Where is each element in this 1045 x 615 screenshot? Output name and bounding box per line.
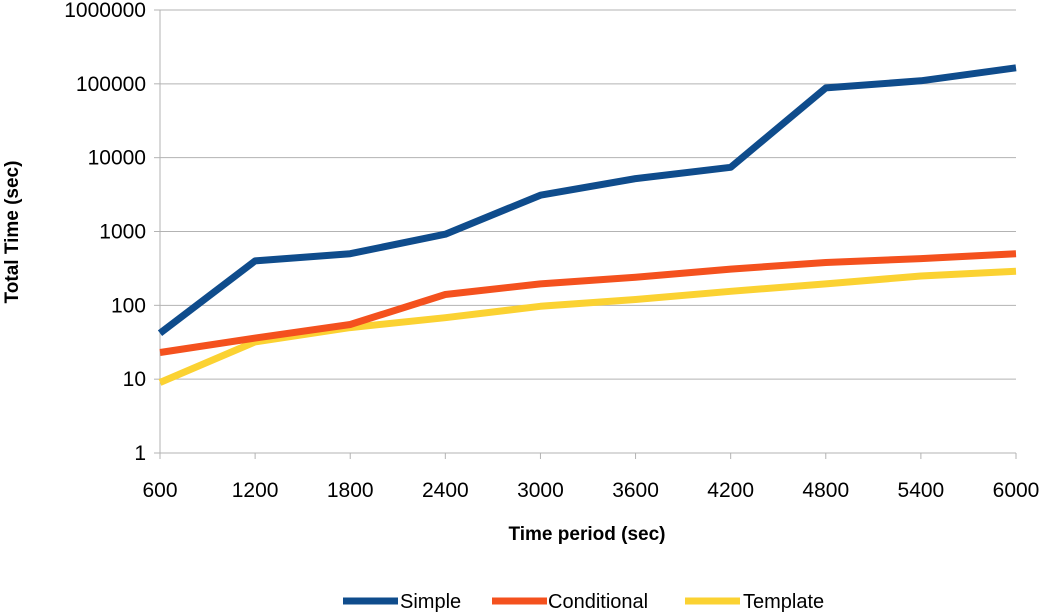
y-tick-label: 100000 <box>76 73 146 96</box>
legend-item-simple: Simple <box>343 591 461 613</box>
y-axis-title: Total Time (sec) <box>2 161 23 304</box>
legend-label: Simple <box>400 591 461 613</box>
y-tick-label: 10 <box>123 368 146 391</box>
series-lines <box>157 64 1017 386</box>
y-tick-label: 1000 <box>99 221 146 244</box>
x-tick-labels: 600 1200 1800 2400 3000 3600 4200 4800 5400 6000 <box>142 479 1039 502</box>
x-tick-label: 3000 <box>517 479 564 502</box>
y-tick-label: 1 <box>134 442 146 465</box>
legend-item-template: Template <box>685 591 824 613</box>
x-tick-label: 4200 <box>707 479 754 502</box>
y-tick-label: 1000000 <box>64 0 146 22</box>
x-tick-label: 2400 <box>422 479 469 502</box>
x-tick-label: 4800 <box>802 479 849 502</box>
series-line-template <box>158 267 1017 386</box>
x-tick-label: 3600 <box>612 479 659 502</box>
series-line-simple <box>157 64 1017 336</box>
legend-item-conditional: Conditional <box>492 591 648 613</box>
gridlines <box>160 9 1016 454</box>
legend-label: Template <box>743 591 824 613</box>
legend: Simple Conditional Template <box>343 591 824 613</box>
x-tick-label: 1800 <box>327 479 374 502</box>
y-tick-label: 100 <box>111 294 146 317</box>
x-tick-label: 1200 <box>232 479 279 502</box>
x-axis-title: Time period (sec) <box>509 524 666 545</box>
y-tick-label: 10000 <box>88 147 146 170</box>
x-tick-label: 6000 <box>993 479 1040 502</box>
x-tick-label: 5400 <box>898 479 945 502</box>
x-tick-label: 600 <box>142 479 177 502</box>
series-line-conditional <box>159 250 1017 356</box>
axes <box>154 9 1017 459</box>
y-tick-labels: 1 10 100 1000 10000 100000 1000000 <box>64 0 146 465</box>
legend-label: Conditional <box>548 591 648 613</box>
